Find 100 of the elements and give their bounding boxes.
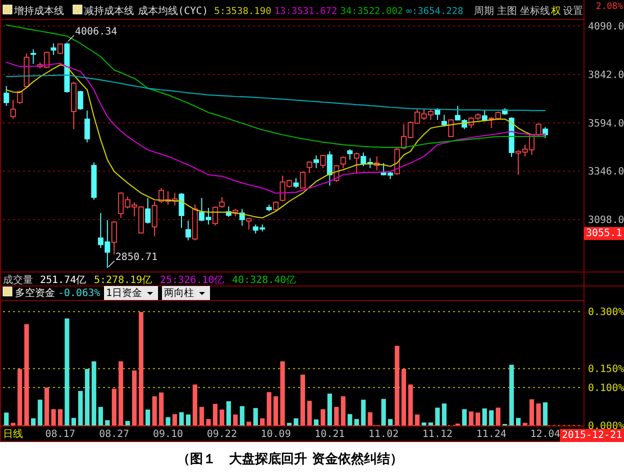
- candlestick: [145, 197, 151, 224]
- bar: [340, 396, 346, 426]
- bar: [246, 422, 252, 426]
- bar: [186, 414, 191, 426]
- bar: [522, 422, 528, 426]
- y-tick-label: 4090.0: [588, 22, 624, 33]
- y-tick-label: 3346.0: [588, 166, 624, 178]
- bar: [408, 384, 413, 426]
- bar: [24, 324, 29, 426]
- bar: [482, 408, 487, 426]
- candlestick: [354, 152, 360, 174]
- bar: [84, 368, 90, 426]
- bar: [44, 388, 50, 426]
- bar: [220, 410, 224, 426]
- text: 权: [550, 5, 561, 17]
- bar: [361, 400, 366, 426]
- text: 13:3531.672: [274, 6, 338, 17]
- candlestick: [10, 99, 16, 120]
- y-tick-label: 3842.0: [588, 70, 624, 81]
- text: -0.063%: [58, 288, 100, 299]
- text: 3055.1: [586, 228, 622, 239]
- bar: [509, 364, 514, 426]
- candlestick: [84, 110, 90, 143]
- bar: [206, 419, 211, 426]
- bar: [354, 419, 359, 426]
- bar: [394, 346, 400, 426]
- x-tick-label: 12.04: [530, 429, 560, 440]
- bar: [138, 312, 144, 426]
- bar: [422, 422, 426, 426]
- bar: [536, 403, 541, 426]
- candlestick: [17, 90, 23, 104]
- bar: [38, 400, 42, 426]
- x-tick-label: 10.21: [314, 429, 345, 440]
- chart-title: 多空资金: [15, 287, 55, 299]
- bar: [146, 410, 150, 426]
- candlestick: [320, 154, 326, 169]
- bar: [212, 404, 218, 426]
- bar: [496, 408, 500, 426]
- bar: [428, 422, 434, 426]
- text: 5:3538.190: [214, 6, 272, 17]
- text: 坐标线: [520, 5, 550, 17]
- y-tick-label: 0.150%: [588, 364, 624, 376]
- y-tick-label: 0.300%: [588, 307, 624, 318]
- candlestick: [300, 170, 306, 190]
- bar: [280, 361, 285, 426]
- chart-title: 成本均线(CYC): [138, 5, 208, 17]
- bar: [51, 409, 56, 426]
- bar: [58, 409, 63, 426]
- text: 2015-12-21: [562, 430, 622, 441]
- bar: [172, 414, 178, 426]
- text: 日线: [3, 428, 23, 440]
- bar: [476, 412, 480, 426]
- bar: [240, 406, 244, 426]
- text: 5:278.19亿: [94, 275, 152, 286]
- bar: [98, 406, 103, 426]
- bar: [300, 374, 306, 426]
- text: ∞:3654.228: [406, 6, 464, 17]
- x-tick-label: 11.12: [422, 429, 453, 440]
- bar: [307, 400, 312, 426]
- bar: [125, 420, 130, 426]
- candlestick: [50, 42, 56, 56]
- bar: [286, 422, 292, 426]
- candlestick: [111, 220, 117, 256]
- candlestick: [313, 154, 319, 169]
- bar: [529, 399, 534, 426]
- x-tick-label: 09.10: [152, 429, 184, 440]
- text: 减持成本线: [84, 5, 134, 17]
- bar: [226, 401, 231, 426]
- bar: [192, 384, 198, 426]
- x-tick-label: 08.27: [99, 429, 130, 440]
- bar: [401, 368, 406, 426]
- bar: [274, 396, 278, 426]
- bar: [266, 392, 272, 426]
- bar: [414, 414, 420, 426]
- text: 周期: [474, 5, 494, 17]
- x-tick-label: 08.17: [45, 429, 76, 440]
- bar: [435, 408, 440, 426]
- text: 两向柱: [164, 287, 194, 299]
- text: 增持成本线: [13, 5, 64, 17]
- text: 主图: [497, 5, 517, 17]
- bar: [4, 412, 9, 426]
- annotation: 2850.71: [115, 252, 158, 263]
- annotation: 4006.34: [74, 26, 118, 38]
- bar: [260, 418, 265, 426]
- bar: [64, 318, 70, 426]
- text: 1日资金: [106, 287, 142, 299]
- bar: [489, 410, 494, 426]
- x-tick-label: 11.24: [476, 429, 506, 440]
- candlestick: [273, 200, 279, 212]
- bar: [462, 409, 467, 426]
- bar: [158, 392, 164, 426]
- candlestick: [4, 85, 10, 106]
- bar: [18, 368, 22, 426]
- bar: [542, 402, 548, 426]
- bar: [233, 414, 238, 426]
- y-tick-label: 0.000%: [588, 421, 624, 432]
- text: （图１ 大盘探底回升 资金依然纠结）: [177, 451, 403, 467]
- y-tick-label: 3594.0: [588, 118, 624, 130]
- bar: [132, 370, 137, 426]
- bar: [388, 419, 393, 426]
